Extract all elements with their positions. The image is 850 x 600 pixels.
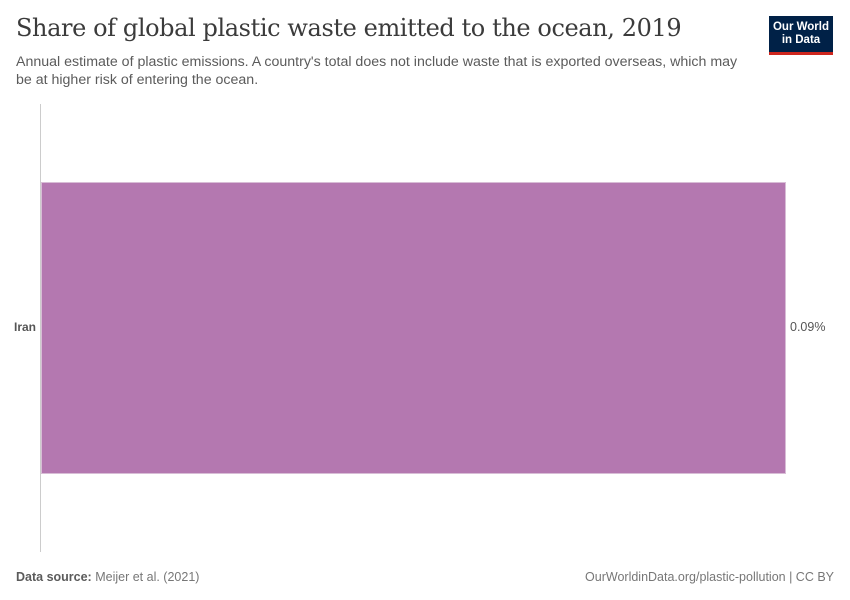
logo-line-1: Our World [772, 21, 829, 33]
footer-link[interactable]: OurWorldinData.org/plastic-pollution | C… [585, 570, 834, 584]
data-source-label: Data source: [16, 570, 92, 584]
logo-line-2: in Data [781, 34, 821, 46]
chart-title: Share of global plastic waste emitted to… [16, 14, 682, 42]
category-label[interactable]: Iran [13, 320, 36, 334]
y-axis-line [40, 104, 41, 552]
data-source-value[interactable]: Meijer et al. (2021) [95, 570, 200, 584]
data-source: Data source: Meijer et al. (2021) [16, 570, 199, 584]
owid-logo[interactable]: Our World in Data [769, 16, 833, 55]
bar-iran[interactable] [41, 182, 786, 474]
chart-subtitle: Annual estimate of plastic emissions. A … [16, 54, 738, 88]
value-label: 0.09% [790, 320, 826, 334]
